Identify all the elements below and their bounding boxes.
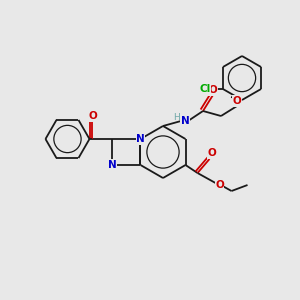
Text: O: O xyxy=(232,96,242,106)
Text: N: N xyxy=(181,116,189,126)
Text: N: N xyxy=(108,160,117,170)
Text: N: N xyxy=(136,134,145,144)
Text: O: O xyxy=(208,85,217,95)
Text: O: O xyxy=(88,111,97,121)
Text: O: O xyxy=(215,180,224,190)
Text: Cl: Cl xyxy=(199,84,211,94)
Text: H: H xyxy=(174,112,180,122)
Text: O: O xyxy=(207,148,216,158)
